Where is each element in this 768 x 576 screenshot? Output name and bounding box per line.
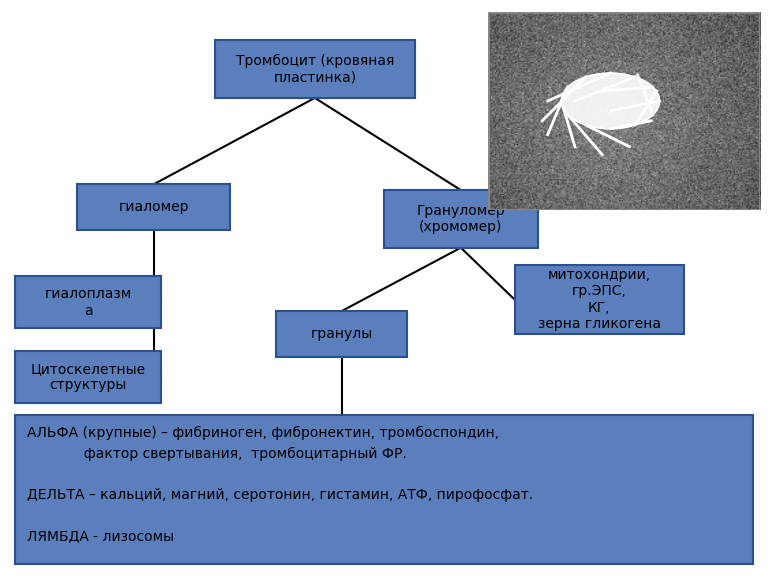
- Text: митохондрии,
гр.ЭПС,
КГ,
зерна гликогена: митохондрии, гр.ЭПС, КГ, зерна гликогена: [538, 268, 660, 331]
- Text: Тромбоцит (кровяная
пластинка): Тромбоцит (кровяная пластинка): [236, 54, 394, 84]
- Text: гиаломер: гиаломер: [118, 200, 189, 214]
- Text: гиалоплазм
а: гиалоплазм а: [45, 287, 132, 317]
- FancyBboxPatch shape: [15, 351, 161, 403]
- FancyBboxPatch shape: [215, 40, 415, 98]
- Text: Цитоскелетные
структуры: Цитоскелетные структуры: [31, 362, 146, 392]
- FancyBboxPatch shape: [384, 190, 538, 248]
- Text: Грануломер
(хромомер): Грануломер (хромомер): [416, 204, 505, 234]
- FancyBboxPatch shape: [77, 184, 230, 230]
- FancyBboxPatch shape: [15, 415, 753, 564]
- FancyBboxPatch shape: [15, 276, 161, 328]
- FancyBboxPatch shape: [276, 311, 407, 357]
- FancyBboxPatch shape: [515, 265, 684, 334]
- Polygon shape: [561, 73, 660, 129]
- Text: АЛЬФА (крупные) – фибриноген, фибронектин, тромбоспондин,
             фактор св: АЛЬФА (крупные) – фибриноген, фибронекти…: [27, 426, 533, 544]
- Text: гранулы: гранулы: [310, 327, 373, 341]
